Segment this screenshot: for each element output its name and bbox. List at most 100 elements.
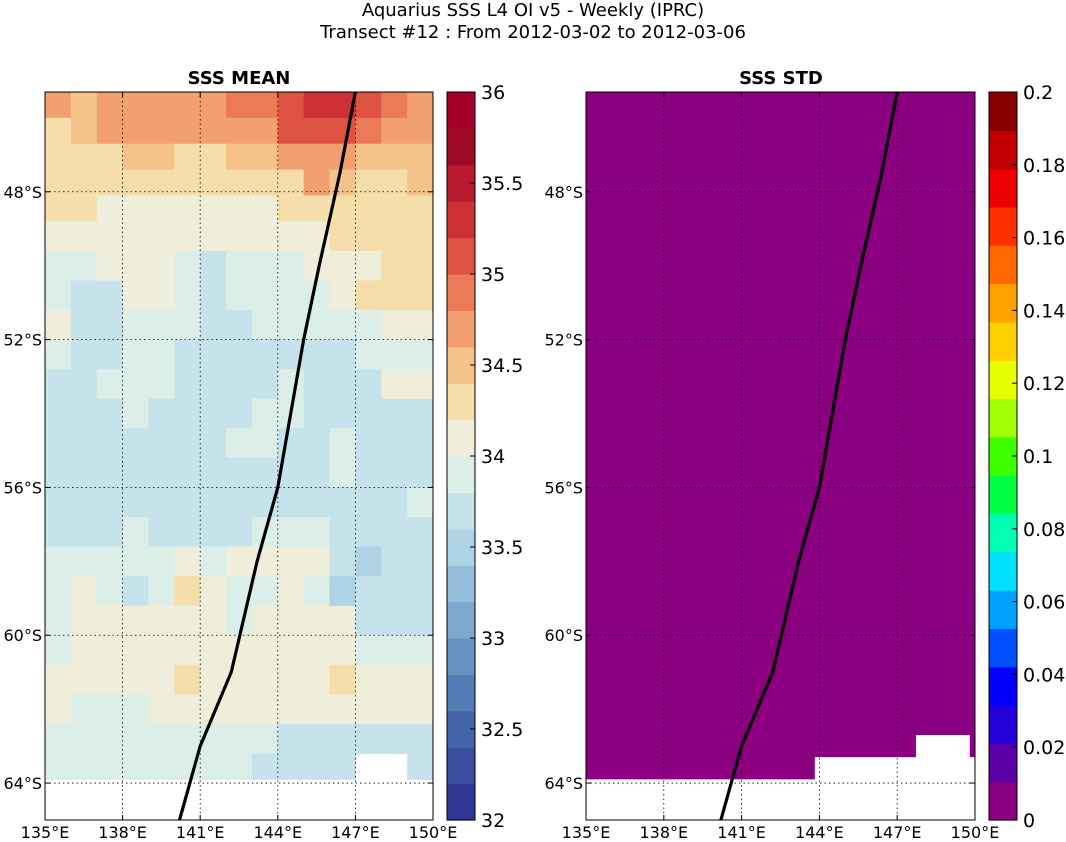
sss-cell (277, 516, 305, 548)
sss-cell (355, 221, 382, 252)
colorbar-segment (447, 565, 475, 603)
y-tick-label: 52°S (3, 331, 42, 350)
sss-cell (355, 398, 382, 429)
colorbar-tick-label: 0.14 (1023, 300, 1065, 322)
sss-cell (45, 280, 72, 311)
sss-cell (148, 694, 175, 725)
sss-cell (277, 92, 305, 119)
sss-cell (329, 664, 356, 695)
sss-cell (148, 546, 175, 577)
sss-cell (96, 753, 124, 780)
sss-cell (329, 753, 356, 780)
sss-cell (148, 339, 175, 370)
sss-cell (251, 169, 279, 197)
colorbar-segment (989, 743, 1017, 783)
sss-cell (45, 221, 72, 252)
sss-cell (45, 195, 72, 222)
sss-cell (355, 369, 382, 400)
sss-cell (407, 280, 433, 311)
sss-cell (174, 169, 201, 197)
sss-cell (148, 195, 175, 222)
sss-cell (174, 723, 201, 755)
colorbar-tick-label: 0.1 (1023, 446, 1053, 468)
sss-cell (200, 339, 227, 370)
sss-cell (355, 605, 382, 636)
sss-cell (407, 250, 433, 282)
sss-cell (381, 398, 408, 429)
sss-cell (355, 143, 382, 171)
sss-cell (355, 280, 382, 311)
sss-cell (381, 428, 408, 459)
sss-cell (226, 250, 253, 282)
sss-cell (174, 339, 201, 370)
sss-cell (148, 221, 175, 252)
sss-cell (251, 221, 279, 252)
sss-cell (329, 694, 356, 725)
sss-cell (407, 195, 433, 222)
sss-cell (70, 723, 98, 755)
sss-cell (251, 280, 279, 311)
sss-cell (96, 428, 124, 459)
sss-cell (226, 694, 253, 725)
sss-cell (45, 635, 72, 666)
y-tick-label: 52°S (544, 331, 583, 350)
sss-cell (381, 169, 408, 197)
std-field (915, 92, 971, 736)
sss-cell (122, 339, 150, 370)
sss-cell (251, 428, 279, 459)
transect-line (719, 92, 899, 820)
sss-cell (96, 635, 124, 666)
sss-cell (122, 635, 150, 666)
sss-cell (122, 576, 150, 607)
colorbar-tick-label: 0.04 (1023, 664, 1065, 686)
sss-cell (70, 516, 98, 548)
colorbar-tick-label: 0.2 (1023, 82, 1053, 104)
sss-cell (277, 195, 305, 222)
sss-cell (251, 310, 279, 341)
sss-cell (303, 428, 331, 459)
sss-cell (226, 117, 253, 145)
sss-cell (355, 487, 382, 518)
sss-cell (251, 250, 279, 282)
sss-cell (122, 369, 150, 400)
sss-cell (174, 546, 201, 577)
sss-cell (277, 605, 305, 636)
sss-cell (148, 516, 175, 548)
std-field (969, 92, 975, 758)
sss-cell (174, 605, 201, 636)
sss-cell (148, 117, 175, 145)
sss-cell (251, 723, 279, 755)
colorbar-segment (989, 475, 1017, 515)
sss-cell (70, 605, 98, 636)
sss-cell (355, 723, 382, 755)
x-tick-label: 147°E (873, 823, 922, 842)
sss-cell (96, 143, 124, 171)
sss-cell (96, 457, 124, 489)
sss-cell (122, 280, 150, 311)
sss-cell (303, 753, 331, 780)
sss-cell (174, 516, 201, 548)
sss-cell (70, 664, 98, 695)
sss-cell (70, 250, 98, 282)
sss-cell (148, 369, 175, 400)
sss-cell (226, 398, 253, 429)
sss-cell (381, 92, 408, 119)
sss-cell (174, 117, 201, 145)
sss-cell (303, 546, 331, 577)
sss-cell (329, 117, 356, 145)
sss-cell (200, 195, 227, 222)
colorbar-segment (447, 274, 475, 311)
sss-cell (277, 117, 305, 145)
colorbar-tick-label: 33 (481, 628, 505, 650)
colorbar-segment (989, 321, 1017, 361)
y-tick-label: 48°S (3, 183, 42, 202)
sss-cell (174, 143, 201, 171)
colorbar-tick-label: 0 (1023, 810, 1035, 832)
sss-cell (277, 635, 305, 666)
sss-cell (277, 310, 305, 341)
sss-cell (45, 143, 72, 171)
sss-cell (122, 487, 150, 518)
colorbar-segment (447, 783, 475, 821)
x-tick-label: 138°E (639, 823, 688, 842)
sss-cell (226, 546, 253, 577)
